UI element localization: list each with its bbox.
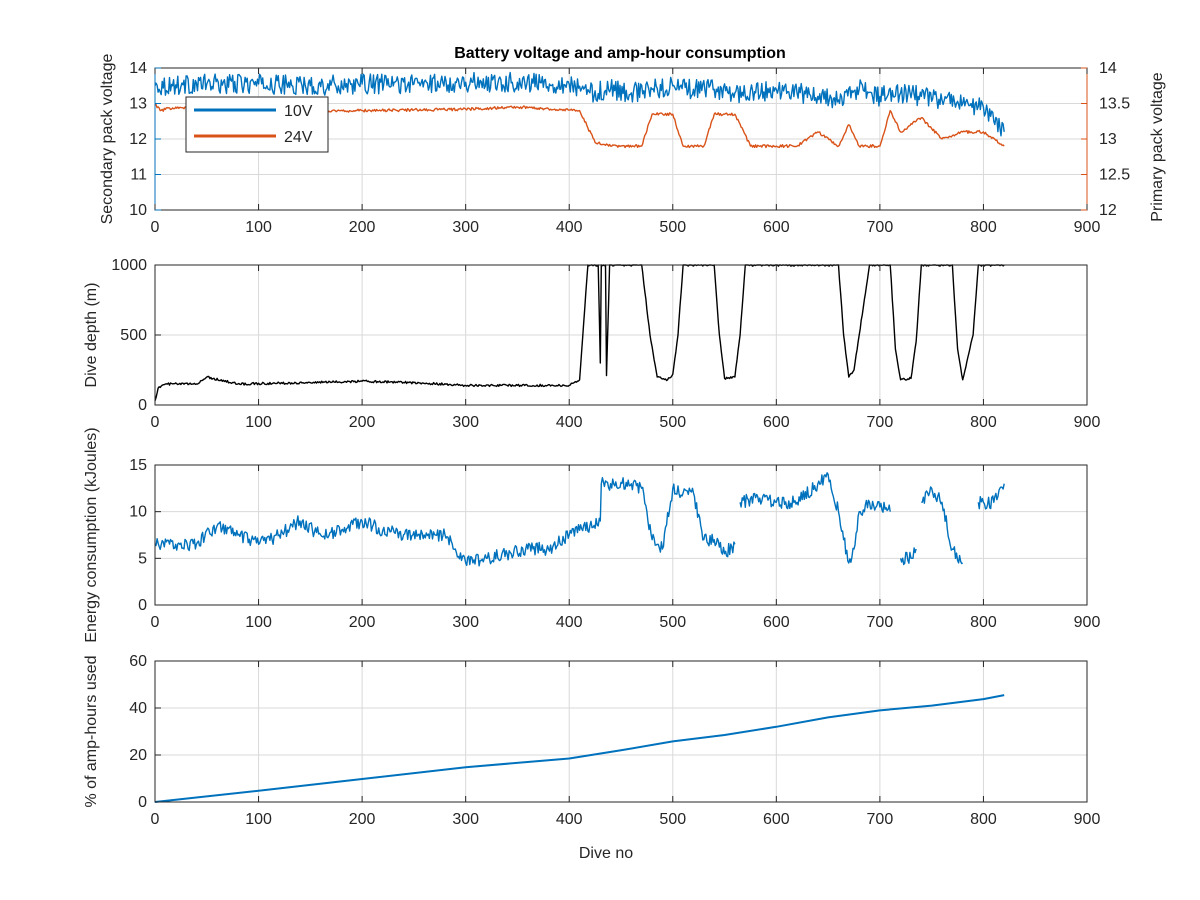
legend-label: 10V [284,103,313,120]
x-tick-label: 900 [1074,219,1101,236]
x-tick-label: 400 [556,414,583,431]
x-tick-label: 200 [349,614,376,631]
x-tick-label: 600 [763,414,790,431]
right-y-tick-label: 12 [1099,202,1117,219]
x-tick-label: 200 [349,811,376,828]
x-tick-label: 300 [452,219,479,236]
x-tick-label: 800 [970,414,997,431]
y-tick-label: 0 [138,794,147,811]
x-tick-label: 400 [556,219,583,236]
x-tick-label: 900 [1074,614,1101,631]
y-axis-label: Energy consumption (kJoules) [83,427,100,642]
y-tick-label: 5 [138,550,147,567]
y-axis-label: % of amp-hours used [83,655,100,807]
legend: 10V 24V [185,96,329,153]
legend-box [185,96,329,153]
x-tick-label: 700 [867,219,894,236]
legend-label: 24V [284,129,313,146]
right-y-tick-label: 13.5 [1099,96,1130,113]
x-tick-label: 600 [763,614,790,631]
y-tick-label: 10 [129,202,147,219]
right-y-tick-label: 12.5 [1099,167,1130,184]
axes-box [154,464,1088,606]
x-tick-label: 800 [970,219,997,236]
x-tick-label: 200 [349,414,376,431]
x-tick-label: 100 [245,219,272,236]
y-tick-label: 14 [129,60,147,77]
figure-title: Battery voltage and amp-hour consumption [454,45,786,62]
x-tick-label: 300 [452,614,479,631]
y-tick-label: 60 [129,653,147,670]
y-tick-label: 13 [129,96,147,113]
series-line-4-1 [154,694,1005,803]
y-tick-label: 12 [129,131,147,148]
series-line-1-1 [154,71,1005,137]
panel-1: 0 100 200 300 400 500 600 700 800 900 10 11 12 13 14 12… [99,54,1166,236]
x-tick-label: 300 [452,414,479,431]
x-tick-label: 500 [659,414,686,431]
right-y-axis-label: Primary pack voltage [1149,72,1166,221]
x-tick-label: 400 [556,811,583,828]
x-tick-label: 600 [763,219,790,236]
y-tick-label: 15 [129,457,147,474]
y-axis-label: Secondary pack voltage [99,54,116,225]
x-tick-label: 300 [452,811,479,828]
x-tick-label: 0 [151,614,160,631]
y-tick-label: 40 [129,700,147,717]
panel-2: 0 100 200 300 400 500 600 700 800 900 0 500 1000 Dive… [83,257,1100,431]
series-line-2-1 [154,264,1005,402]
x-tick-label: 100 [245,811,272,828]
y-tick-label: 10 [129,504,147,521]
panel-4: 0 100 200 300 400 500 600 700 800 900 0 20 40 60 % of … [83,653,1100,862]
x-tick-label: 400 [556,614,583,631]
x-tick-label: 0 [151,811,160,828]
x-tick-label: 700 [867,414,894,431]
x-tick-label: 500 [659,219,686,236]
x-tick-label: 800 [970,811,997,828]
y-axis-label: Dive depth (m) [83,283,100,388]
x-tick-label: 700 [867,614,894,631]
x-tick-label: 100 [245,414,272,431]
right-y-tick-label: 14 [1099,60,1117,77]
x-tick-label: 200 [349,219,376,236]
right-y-tick-label: 13 [1099,131,1117,148]
y-tick-label: 0 [138,397,147,414]
series-line-3-1 [154,472,1005,567]
y-tick-label: 500 [120,327,147,344]
x-tick-label: 700 [867,811,894,828]
x-tick-label: 0 [151,414,160,431]
x-axis-label: Dive no [579,845,633,862]
x-tick-label: 100 [245,614,272,631]
y-tick-label: 20 [129,747,147,764]
panel-3: 0 100 200 300 400 500 600 700 800 900 0 5 10 15 Energy… [83,427,1100,642]
x-tick-label: 500 [659,811,686,828]
x-tick-label: 500 [659,614,686,631]
x-tick-label: 800 [970,614,997,631]
y-tick-label: 0 [138,597,147,614]
x-tick-label: 900 [1074,414,1101,431]
y-tick-label: 11 [130,167,147,184]
x-tick-label: 600 [763,811,790,828]
axes-box [154,660,1088,803]
y-tick-label: 1000 [111,257,147,274]
x-tick-label: 900 [1074,811,1101,828]
x-tick-label: 0 [151,219,160,236]
